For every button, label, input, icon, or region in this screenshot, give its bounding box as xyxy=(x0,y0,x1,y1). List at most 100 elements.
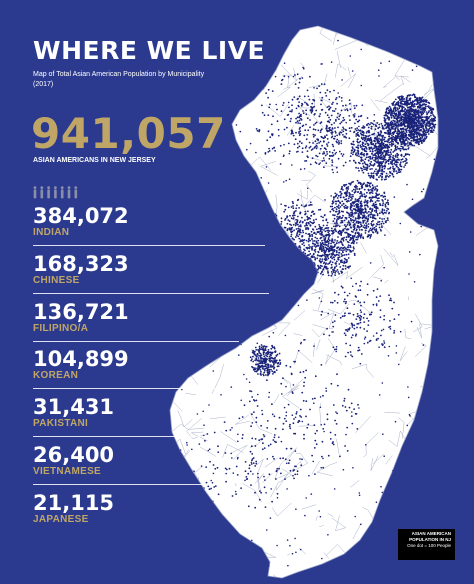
population-dot xyxy=(377,155,379,158)
population-dot xyxy=(347,265,350,268)
population-dot xyxy=(397,110,400,113)
population-dot xyxy=(401,116,403,118)
population-dot xyxy=(372,335,375,337)
population-dot xyxy=(384,121,387,124)
population-dot xyxy=(386,217,389,220)
population-dot xyxy=(271,413,274,416)
population-dot xyxy=(302,370,305,373)
population-dot xyxy=(357,205,360,208)
population-dot xyxy=(351,70,354,72)
population-dot xyxy=(383,170,385,173)
population-dot xyxy=(340,285,343,288)
population-dot xyxy=(393,123,396,125)
population-dot xyxy=(243,159,246,162)
population-dot xyxy=(311,256,313,259)
population-dot xyxy=(312,252,315,255)
population-dot xyxy=(334,272,337,274)
population-dot xyxy=(355,146,358,149)
population-dot xyxy=(398,120,401,123)
population-dot xyxy=(268,391,271,394)
population-dot xyxy=(358,197,361,200)
population-dot xyxy=(312,135,315,138)
population-dot xyxy=(377,159,379,161)
population-dot xyxy=(276,544,278,547)
population-dot xyxy=(298,145,301,148)
population-dot xyxy=(384,143,387,146)
population-dot xyxy=(363,126,366,128)
population-dot xyxy=(419,106,422,109)
population-dot xyxy=(388,117,390,120)
population-dot xyxy=(245,478,248,481)
population-dot xyxy=(309,224,312,227)
population-dot xyxy=(388,119,390,121)
population-dot xyxy=(254,189,257,191)
population-dot xyxy=(371,192,374,195)
population-dot xyxy=(256,342,259,345)
population-dot xyxy=(324,259,327,262)
population-dot xyxy=(348,115,351,117)
population-dot xyxy=(335,208,338,211)
population-dot xyxy=(340,131,343,134)
population-dot xyxy=(384,205,387,208)
population-dot xyxy=(390,148,393,151)
population-dot xyxy=(309,119,311,121)
population-dot xyxy=(344,249,346,251)
population-dot xyxy=(397,171,400,174)
population-dot xyxy=(368,129,370,132)
population-dot xyxy=(281,231,284,234)
population-dot xyxy=(406,136,409,139)
population-dot xyxy=(349,108,352,111)
population-dot xyxy=(393,162,396,165)
population-dot xyxy=(381,218,383,220)
population-dot xyxy=(341,155,344,157)
population-dot xyxy=(305,145,308,148)
population-dot xyxy=(314,473,316,475)
stat-label: INDIAN xyxy=(33,227,70,238)
population-dot xyxy=(370,139,373,142)
population-dot xyxy=(423,129,426,132)
population-dot xyxy=(403,132,405,135)
population-dot xyxy=(303,381,305,384)
population-dot xyxy=(328,107,331,110)
population-dot xyxy=(408,251,411,253)
population-dot xyxy=(361,130,363,133)
population-dot xyxy=(324,199,326,201)
population-dot xyxy=(332,209,335,212)
population-dot xyxy=(358,161,360,164)
population-dot xyxy=(327,250,330,253)
population-dot xyxy=(337,140,340,142)
population-dot xyxy=(309,201,312,204)
population-dot xyxy=(344,109,347,111)
population-dot xyxy=(364,217,367,219)
population-dot xyxy=(357,222,360,224)
population-dot xyxy=(377,131,380,134)
population-dot xyxy=(349,234,352,236)
population-dot xyxy=(379,228,382,231)
population-dot xyxy=(388,135,390,138)
population-dot xyxy=(365,156,368,159)
population-dot xyxy=(350,149,353,152)
population-dot xyxy=(314,375,317,378)
population-dot xyxy=(258,439,261,442)
population-dot xyxy=(353,105,356,107)
population-dot xyxy=(315,233,317,236)
population-dot xyxy=(407,113,410,115)
population-dot xyxy=(302,112,305,114)
population-dot xyxy=(303,244,306,247)
population-dot xyxy=(319,233,321,235)
population-dot xyxy=(400,147,402,150)
population-dot xyxy=(379,174,382,177)
population-dot xyxy=(320,271,323,274)
population-dot xyxy=(432,123,435,126)
population-dot xyxy=(336,141,338,144)
population-dot xyxy=(383,117,386,119)
population-dot xyxy=(271,403,273,406)
population-dot xyxy=(404,108,407,110)
population-dot xyxy=(331,273,334,275)
population-dot xyxy=(318,260,321,262)
population-dot xyxy=(351,241,354,244)
population-dot xyxy=(237,440,239,443)
population-dot xyxy=(404,144,407,146)
population-dot xyxy=(381,382,384,384)
